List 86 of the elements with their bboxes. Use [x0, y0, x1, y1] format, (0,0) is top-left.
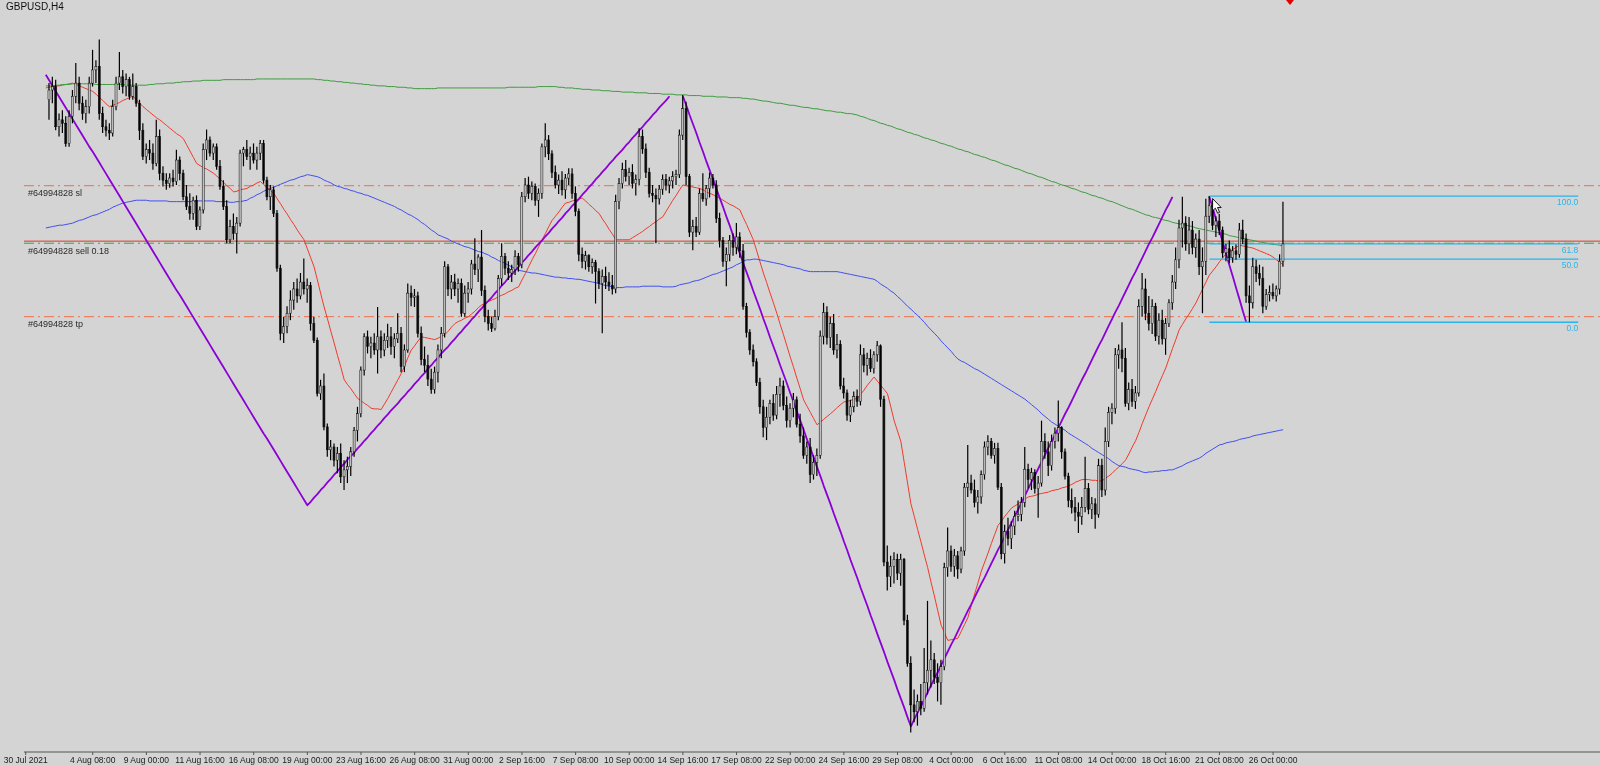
x-tick-label: 26 Aug 08:00 — [389, 755, 440, 765]
ref-line-label: #64994828 sell 0.18 — [28, 245, 110, 256]
candlestick — [336, 446, 339, 474]
candlestick — [527, 176, 530, 200]
x-tick-label: 21 Oct 08:00 — [1195, 755, 1245, 765]
series-label: 61.8 — [1561, 244, 1579, 255]
candlestick — [503, 252, 507, 276]
candlestick — [829, 316, 832, 349]
candlestick — [949, 544, 953, 573]
candlestick — [232, 212, 235, 241]
x-tick-label: 10 Sep 00:00 — [603, 755, 655, 765]
candlestick — [892, 551, 896, 585]
ref-line-label: #64994828 sl — [28, 188, 83, 199]
x-tick-label: 18 Oct 16:00 — [1141, 755, 1191, 765]
x-tick-label: 29 Sep 08:00 — [872, 755, 924, 765]
series-label: 100.0 — [1556, 197, 1579, 208]
candlestick — [953, 548, 956, 578]
candlestick — [389, 326, 393, 356]
candlestick — [771, 393, 775, 422]
candlestick — [627, 167, 631, 186]
candlestick — [889, 555, 892, 588]
candlestick — [1130, 378, 1134, 408]
candlestick — [248, 146, 252, 171]
x-tick-label: 14 Sep 16:00 — [657, 755, 709, 765]
candlestick — [869, 348, 872, 373]
candlestick — [956, 550, 959, 580]
series-label: 0.0 — [1566, 323, 1579, 334]
candlestick — [195, 194, 198, 231]
candlestick — [1033, 468, 1037, 495]
x-tick-label: 11 Oct 08:00 — [1034, 755, 1083, 765]
candlestick — [175, 149, 178, 186]
candlestick — [731, 232, 735, 257]
candlestick — [919, 683, 923, 716]
candlestick — [1187, 216, 1191, 255]
x-tick-label: 19 Aug 00:00 — [282, 755, 333, 765]
x-tick-label: 16 Aug 08:00 — [228, 755, 280, 765]
x-tick-label: 23 Aug 16:00 — [335, 755, 387, 765]
candlestick — [295, 277, 299, 304]
x-tick-label: 24 Sep 16:00 — [818, 755, 870, 765]
candlestick — [896, 553, 899, 581]
series-label: 50.0 — [1561, 260, 1579, 271]
candlestick — [131, 72, 135, 101]
candlestick — [376, 306, 379, 375]
candlestick — [859, 343, 862, 407]
candlestick — [654, 187, 658, 244]
candlestick — [128, 76, 131, 101]
candlestick — [989, 437, 993, 460]
x-tick-label: 2 Sep 16:00 — [499, 755, 546, 765]
x-tick-label: 4 Aug 08:00 — [70, 755, 116, 765]
x-tick-label: 30 Jul 2021 — [3, 755, 48, 765]
candlestick — [463, 284, 467, 318]
x-tick-label: 14 Oct 00:00 — [1087, 755, 1137, 765]
candlestick — [372, 332, 376, 356]
candlestick — [530, 180, 534, 201]
candlestick — [302, 257, 306, 296]
candlestick — [607, 271, 611, 292]
x-tick-label: 4 Oct 00:00 — [929, 755, 974, 765]
candlestick — [369, 336, 373, 359]
candlestick — [604, 266, 607, 290]
x-tick-label: 7 Sep 08:00 — [552, 755, 599, 765]
candlestick — [1150, 298, 1154, 335]
candlestick — [1154, 302, 1157, 342]
x-tick-label: 31 Aug 00:00 — [443, 755, 494, 765]
candlestick — [600, 268, 604, 334]
candlestick — [865, 352, 869, 377]
candlestick — [560, 170, 564, 196]
candlestick — [1228, 239, 1231, 264]
candlestick — [624, 159, 627, 183]
x-tick-label: 9 Aug 00:00 — [123, 755, 170, 765]
candlestick — [1191, 220, 1194, 255]
candlestick — [1271, 282, 1275, 300]
x-tick-label: 6 Oct 16:00 — [982, 755, 1028, 765]
candlestick — [584, 250, 587, 271]
candlestick — [594, 259, 597, 305]
x-tick-label: 11 Aug 16:00 — [175, 755, 226, 765]
candlestick — [379, 329, 383, 359]
candlestick — [1077, 501, 1080, 534]
ref-line-label: #64994828 tp — [28, 319, 84, 330]
x-tick-label: 17 Sep 08:00 — [711, 755, 763, 765]
candlestick — [735, 222, 738, 255]
x-tick-label: 22 Sep 00:00 — [764, 755, 816, 765]
candlestick — [1030, 467, 1033, 491]
x-tick-label: 26 Oct 00:00 — [1248, 755, 1298, 765]
candlestick — [124, 72, 128, 97]
chart-title: GBPUSD,H4 — [6, 1, 64, 13]
candlestick — [557, 174, 560, 195]
